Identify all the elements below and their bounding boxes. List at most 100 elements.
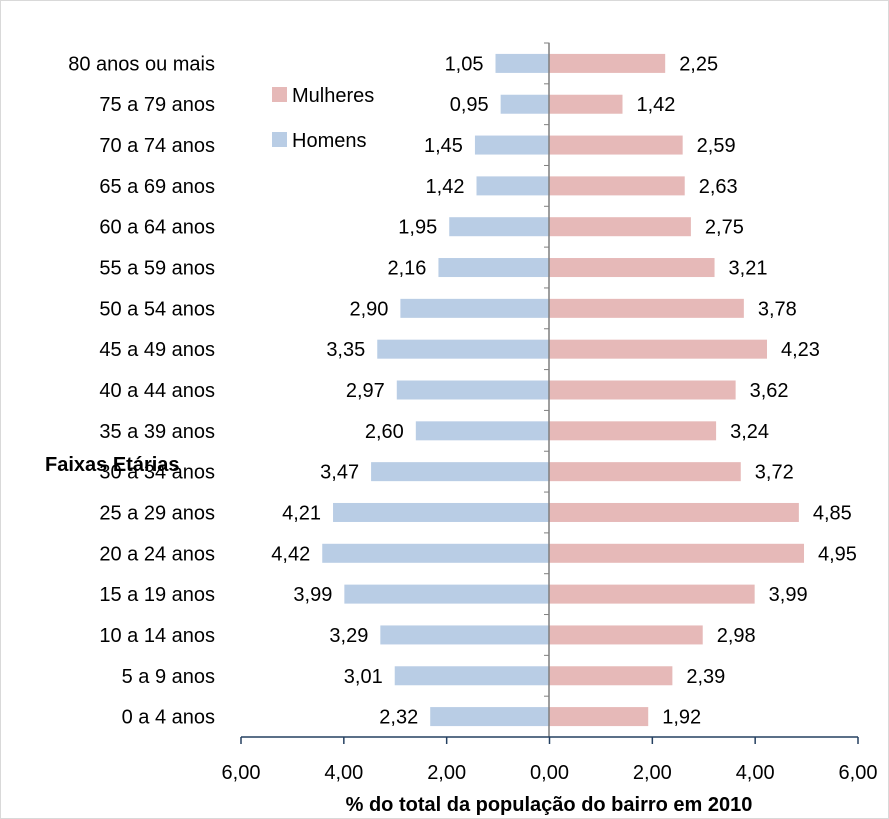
data-label-mulheres-45-a-49-anos: 4,23 [781,339,820,361]
data-label-homens-25-a-29-anos: 4,21 [282,502,321,524]
data-label-mulheres-60-a-64-anos: 2,75 [705,217,744,239]
x-tick-label: 6,00 [222,762,261,784]
labels-layer: 0 a 4 anos 2,32 1,92 5 a 9 anos 3,01 2,39 10 a… [68,53,857,728]
bar-homens-40-a-44-anos [396,380,549,400]
legend-label-mulheres: Mulheres [292,85,374,107]
legend-swatch-mulheres [272,87,287,102]
x-tick-label: 6,00 [839,762,878,784]
data-label-mulheres-35-a-39-anos: 3,24 [730,421,769,443]
bar-mulheres-25-a-29-anos [549,502,799,522]
data-label-homens-70-a-74-anos: 1,45 [424,135,463,157]
bar-mulheres-75-a-79-anos [549,94,623,114]
data-label-homens-20-a-24-anos: 4,42 [271,543,310,565]
data-label-homens-75-a-79-anos: 0,95 [450,94,489,116]
data-label-mulheres-25-a-29-anos: 4,85 [813,502,852,524]
data-label-mulheres-20-a-24-anos: 4,95 [818,543,857,565]
bar-homens-70-a-74-anos [474,135,549,155]
bar-mulheres-55-a-59-anos [549,258,715,278]
category-label-60-a-64-anos: 60 a 64 anos [99,217,215,239]
bar-homens-0-a-4-anos [430,707,549,727]
bar-homens-55-a-59-anos [438,258,549,278]
y-axis-title: Faixas Etárias [45,454,180,476]
data-label-mulheres-70-a-74-anos: 2,59 [697,135,736,157]
legend-label-homens: Homens [292,130,366,152]
data-label-mulheres-40-a-44-anos: 3,62 [750,380,789,402]
bar-mulheres-45-a-49-anos [549,339,767,359]
axis-layer: 6,00 4,00 2,00 0,00 2,00 4,00 6,00 [222,42,878,784]
category-label-30-a-34-anos: 30 a 34 anos [99,462,215,484]
category-label-5-a-9-anos: 5 a 9 anos [122,666,215,688]
data-label-homens-15-a-19-anos: 3,99 [293,584,332,606]
data-label-homens-80-anos-ou-mais: 1,05 [445,53,484,75]
bar-homens-30-a-34-anos [371,462,549,482]
bar-mulheres-40-a-44-anos [549,380,736,400]
data-label-mulheres-30-a-34-anos: 3,72 [755,462,794,484]
data-label-homens-0-a-4-anos: 2,32 [379,707,418,729]
data-label-mulheres-15-a-19-anos: 3,99 [769,584,808,606]
category-label-50-a-54-anos: 50 a 54 anos [99,298,215,320]
category-label-35-a-39-anos: 35 a 39 anos [99,421,215,443]
data-label-mulheres-80-anos-ou-mais: 2,25 [679,53,718,75]
data-label-mulheres-5-a-9-anos: 2,39 [686,666,725,688]
data-label-mulheres-0-a-4-anos: 1,92 [662,707,701,729]
bar-homens-15-a-19-anos [344,584,549,604]
data-label-mulheres-50-a-54-anos: 3,78 [758,298,797,320]
bar-mulheres-50-a-54-anos [549,298,744,318]
category-label-80-anos-ou-mais: 80 anos ou mais [68,53,215,75]
data-label-homens-65-a-69-anos: 1,42 [426,176,465,198]
x-tick-label: 2,00 [427,762,466,784]
data-label-homens-30-a-34-anos: 3,47 [320,462,359,484]
data-label-mulheres-75-a-79-anos: 1,42 [637,94,676,116]
bar-mulheres-15-a-19-anos [549,584,755,604]
bar-homens-10-a-14-anos [380,625,549,645]
bar-mulheres-20-a-24-anos [549,543,805,563]
legend-swatch-homens [272,132,287,147]
bar-mulheres-80-anos-ou-mais [549,53,666,73]
x-tick-label: 0,00 [530,762,569,784]
bar-mulheres-70-a-74-anos [549,135,683,155]
bar-mulheres-35-a-39-anos [549,421,717,441]
data-label-mulheres-65-a-69-anos: 2,63 [699,176,738,198]
data-label-homens-55-a-59-anos: 2,16 [388,258,427,280]
category-label-25-a-29-anos: 25 a 29 anos [99,502,215,524]
data-label-homens-50-a-54-anos: 2,90 [349,298,388,320]
data-label-homens-60-a-64-anos: 1,95 [398,217,437,239]
category-label-40-a-44-anos: 40 a 44 anos [99,380,215,402]
category-label-65-a-69-anos: 65 a 69 anos [99,176,215,198]
data-label-homens-35-a-39-anos: 2,60 [365,421,404,443]
bar-mulheres-0-a-4-anos [549,707,649,727]
bar-homens-20-a-24-anos [322,543,549,563]
bars-layer [322,53,805,727]
data-label-homens-10-a-14-anos: 3,29 [329,625,368,647]
bar-homens-80-anos-ou-mais [495,53,549,73]
category-label-15-a-19-anos: 15 a 19 anos [99,584,215,606]
category-label-10-a-14-anos: 10 a 14 anos [99,625,215,647]
bar-homens-35-a-39-anos [415,421,549,441]
bar-mulheres-65-a-69-anos [549,176,685,196]
bar-mulheres-60-a-64-anos [549,217,691,237]
bar-homens-50-a-54-anos [400,298,549,318]
data-label-mulheres-55-a-59-anos: 3,21 [729,258,768,280]
legend: Mulheres Homens [272,85,374,152]
category-label-45-a-49-anos: 45 a 49 anos [99,339,215,361]
data-label-homens-40-a-44-anos: 2,97 [346,380,385,402]
category-label-55-a-59-anos: 55 a 59 anos [99,258,215,280]
bar-homens-25-a-29-anos [333,502,549,522]
data-label-mulheres-10-a-14-anos: 2,98 [717,625,756,647]
data-label-homens-45-a-49-anos: 3,35 [326,339,365,361]
category-label-75-a-79-anos: 75 a 79 anos [99,94,215,116]
x-axis-title: % do total da população do bairro em 201… [346,794,753,816]
category-label-20-a-24-anos: 20 a 24 anos [99,543,215,565]
bar-homens-75-a-79-anos [500,94,549,114]
bar-homens-5-a-9-anos [394,666,549,686]
bar-homens-45-a-49-anos [377,339,549,359]
data-label-homens-5-a-9-anos: 3,01 [344,666,383,688]
category-label-70-a-74-anos: 70 a 74 anos [99,135,215,157]
category-label-0-a-4-anos: 0 a 4 anos [122,707,215,729]
bar-homens-60-a-64-anos [449,217,549,237]
bar-mulheres-10-a-14-anos [549,625,703,645]
x-tick-label: 4,00 [324,762,363,784]
x-tick-label: 2,00 [633,762,672,784]
